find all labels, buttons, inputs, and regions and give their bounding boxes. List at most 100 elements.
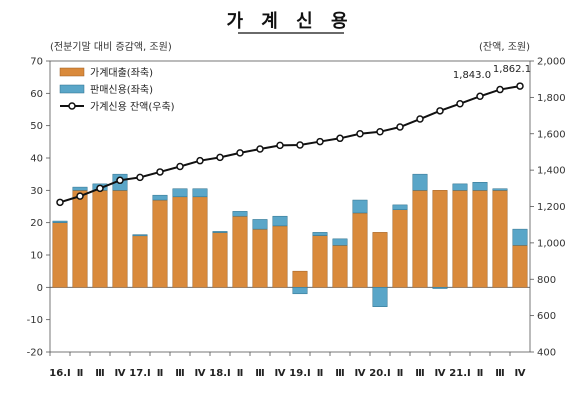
loan-bar: [92, 190, 108, 288]
balance-point: [136, 173, 144, 182]
credit-sales-bar: [352, 199, 368, 214]
balance-point: [96, 184, 104, 193]
x-tick-label: Ⅱ: [397, 368, 404, 379]
right-tick-label: 1,000: [537, 238, 566, 249]
x-tick-label: Ⅲ: [175, 368, 184, 379]
loan-bar: [252, 228, 268, 288]
balance-point: [496, 85, 504, 94]
left-tick-label: 40: [30, 154, 43, 165]
right-tick-label: 1,400: [537, 166, 566, 177]
loan-bar: [472, 190, 488, 288]
x-tick-label: Ⅳ: [515, 368, 526, 379]
balance-point: [116, 176, 124, 185]
loan-bar: [112, 190, 128, 288]
left-axis-unit: (전분기말 대비 증감액, 조원): [50, 41, 172, 53]
balance-point: [176, 162, 184, 171]
right-tick-label: 2,000: [537, 57, 566, 68]
left-tick-label: 30: [30, 186, 43, 197]
balance-point: [256, 145, 264, 153]
credit-sales-bar: [172, 188, 188, 198]
balance-point: [356, 130, 364, 138]
balance-point: [396, 123, 404, 131]
left-tick-label: 20: [30, 218, 43, 229]
left-tick-label: 60: [30, 89, 43, 100]
x-tick-label: 20.Ⅰ: [369, 368, 390, 379]
x-tick-label: Ⅲ: [495, 368, 504, 379]
line-layer: [56, 82, 524, 207]
x-tick-label: Ⅱ: [237, 368, 244, 379]
x-tick-label: Ⅳ: [275, 368, 286, 379]
right-tick-label: 600: [537, 311, 556, 322]
credit-sales-bar: [232, 211, 248, 217]
credit-sales-bar: [192, 188, 208, 198]
loan-bar: [392, 209, 408, 288]
x-tick-label: Ⅲ: [335, 368, 344, 379]
credit-sales-bar: [312, 232, 328, 236]
x-tick-label: Ⅳ: [435, 368, 446, 379]
legend-label-credit-sales: 판매신용(좌축): [90, 84, 153, 96]
credit-sales-bar: [72, 186, 88, 191]
axis-layer: -20 -10 0 10 20 30 40 50 60 70 400 600 800 1,000 1,200…: [27, 57, 566, 380]
loan-bar: [432, 190, 448, 288]
x-tick-label: 17.Ⅰ: [129, 368, 150, 379]
loan-bar: [332, 245, 348, 288]
annotation-q3: 1,843.0: [453, 70, 491, 81]
left-tick-label: 50: [30, 121, 43, 132]
credit-sales-bar: [512, 228, 528, 246]
x-tick-label: Ⅱ: [157, 368, 164, 379]
credit-sales-bar: [372, 287, 388, 307]
chart-title: 가 계 신 용: [226, 11, 353, 32]
x-tick-label: Ⅲ: [95, 368, 104, 379]
legend-label-balance: 가계신용 잔액(우축): [90, 101, 175, 113]
x-tick-label: Ⅳ: [355, 368, 366, 379]
balance-point: [76, 192, 84, 200]
left-tick-label: 10: [30, 251, 43, 262]
loan-bar: [232, 215, 248, 288]
loan-bar: [352, 212, 368, 288]
left-tick-label: 0: [37, 283, 43, 294]
balance-point: [376, 127, 384, 136]
legend-swatch-credit-sales: [59, 84, 85, 94]
balance-point: [276, 141, 284, 150]
left-tick-label: -10: [27, 315, 43, 326]
left-tick-label: 70: [30, 57, 43, 68]
annotation-q4: 1,862.1: [493, 64, 531, 75]
credit-sales-bar: [492, 188, 508, 191]
left-tick-label: -20: [27, 348, 43, 359]
credit-sales-bar: [132, 234, 148, 237]
loan-bar: [212, 232, 228, 288]
loan-bar: [312, 235, 328, 288]
legend-swatch-loans: [59, 67, 85, 77]
right-axis-unit: (잔액, 조원): [479, 41, 530, 53]
right-tick-label: 800: [537, 275, 556, 286]
credit-sales-bar: [452, 183, 468, 191]
balance-point: [316, 137, 324, 146]
balance-point: [436, 107, 444, 115]
balance-point: [236, 149, 244, 157]
credit-sales-bar: [272, 215, 288, 227]
balance-point: [196, 156, 204, 165]
loan-bar: [132, 235, 148, 288]
x-tick-label: Ⅱ: [317, 368, 324, 379]
x-tick-label: Ⅱ: [477, 368, 484, 379]
loan-bar: [172, 196, 188, 288]
x-tick-label: 16.Ⅰ: [49, 368, 70, 379]
right-tick-label: 400: [537, 348, 556, 359]
credit-sales-bar: [472, 182, 488, 191]
x-tick-label: Ⅳ: [195, 368, 206, 379]
loan-bar: [152, 199, 168, 288]
x-tick-label: Ⅲ: [255, 368, 264, 379]
loan-bar: [372, 232, 388, 288]
bars-layer: [52, 173, 528, 307]
balance-point: [456, 99, 464, 108]
x-tick-label: Ⅳ: [115, 368, 126, 379]
balance-point: [516, 82, 524, 90]
balance-point: [296, 141, 304, 149]
right-tick-label: 1,200: [537, 202, 566, 213]
credit-sales-bar: [252, 219, 268, 230]
credit-sales-bar: [432, 287, 448, 289]
credit-sales-bar: [152, 194, 168, 201]
loan-bar: [452, 190, 468, 288]
